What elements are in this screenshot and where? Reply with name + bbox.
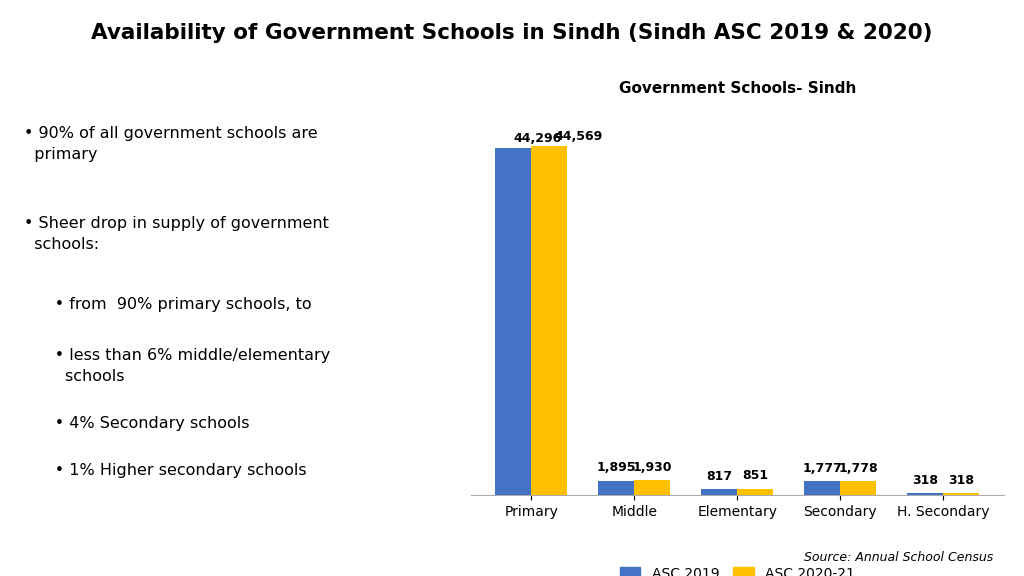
Bar [943, 493, 979, 495]
Text: • 90% of all government schools are
  primary: • 90% of all government schools are prim… [24, 126, 317, 162]
Bar [496, 149, 531, 495]
Text: • Sheer drop in supply of government
  schools:: • Sheer drop in supply of government sch… [24, 216, 329, 252]
Text: • 1% Higher secondary schools: • 1% Higher secondary schools [24, 463, 306, 478]
Text: 1,778: 1,778 [839, 462, 879, 475]
Text: 1,930: 1,930 [633, 461, 672, 474]
Text: • from  90% primary schools, to: • from 90% primary schools, to [24, 297, 311, 312]
Bar [841, 482, 877, 495]
Bar [804, 482, 841, 495]
Text: 817: 817 [707, 469, 732, 483]
Text: 318: 318 [912, 473, 938, 487]
Text: Source: Annual School Census: Source: Annual School Census [804, 551, 993, 564]
Bar [531, 146, 567, 495]
Text: 318: 318 [948, 473, 974, 487]
Text: 44,569: 44,569 [554, 130, 603, 143]
Text: Availability of Government Schools in Sindh (Sindh ASC 2019 & 2020): Availability of Government Schools in Si… [91, 23, 933, 43]
Text: 851: 851 [742, 469, 768, 483]
Text: • 4% Secondary schools: • 4% Secondary schools [24, 416, 249, 431]
Text: 44,296: 44,296 [513, 132, 561, 145]
Text: • less than 6% middle/elementary
        schools: • less than 6% middle/elementary schools [24, 348, 330, 384]
Text: 1,777: 1,777 [803, 462, 842, 475]
Bar [737, 488, 773, 495]
Bar [907, 493, 943, 495]
Title: Government Schools- Sindh: Government Schools- Sindh [618, 81, 856, 96]
Bar [701, 489, 737, 495]
Bar [598, 480, 634, 495]
Bar [634, 480, 671, 495]
Text: 1,895: 1,895 [597, 461, 636, 474]
Legend: ASC 2019, ASC 2020-21: ASC 2019, ASC 2020-21 [614, 561, 860, 576]
